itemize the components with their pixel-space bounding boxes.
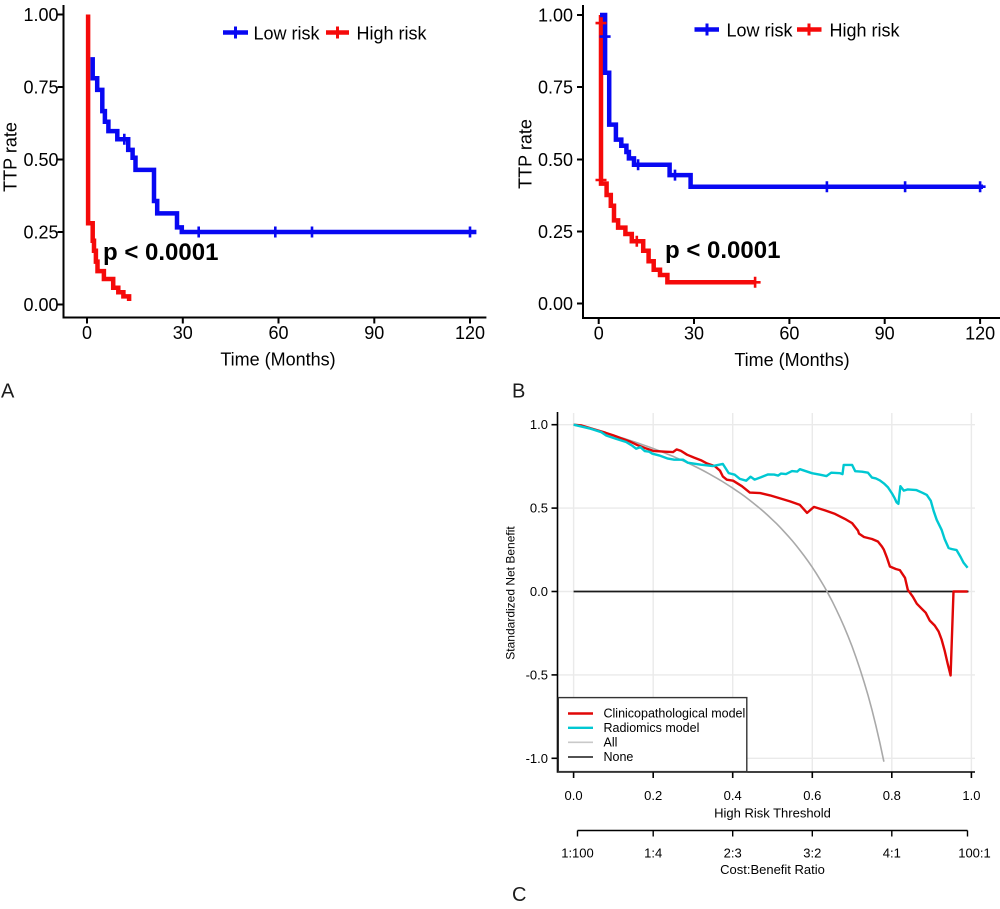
svg-text:120: 120: [455, 323, 485, 343]
svg-text:0.2: 0.2: [644, 788, 662, 803]
svg-text:3:2: 3:2: [803, 846, 821, 861]
svg-text:p < 0.0001: p < 0.0001: [665, 237, 780, 264]
svg-text:Standardized Net Benefit: Standardized Net Benefit: [504, 526, 518, 660]
svg-text:1:4: 1:4: [644, 846, 662, 861]
svg-text:30: 30: [173, 323, 193, 343]
svg-text:0.4: 0.4: [724, 788, 742, 803]
svg-text:A: A: [1, 381, 15, 403]
svg-text:0.5: 0.5: [530, 501, 548, 516]
svg-text:30: 30: [684, 324, 704, 344]
svg-text:100:1: 100:1: [958, 846, 991, 861]
svg-text:-0.5: -0.5: [526, 667, 548, 682]
svg-text:Time (Months): Time (Months): [734, 350, 849, 370]
svg-text:-1.0: -1.0: [526, 751, 548, 766]
svg-text:1.0: 1.0: [962, 788, 980, 803]
svg-text:TTP rate: TTP rate: [1, 122, 21, 192]
svg-text:0.00: 0.00: [538, 294, 573, 314]
svg-text:C: C: [512, 884, 526, 904]
svg-text:0.75: 0.75: [538, 78, 573, 98]
svg-text:0.25: 0.25: [538, 222, 573, 242]
svg-text:Low risk: Low risk: [727, 21, 794, 41]
svg-text:None: None: [604, 750, 634, 764]
svg-text:0.50: 0.50: [23, 150, 58, 170]
svg-text:0.0: 0.0: [530, 584, 548, 599]
svg-text:Clinicopathological model: Clinicopathological model: [604, 707, 746, 721]
svg-text:0: 0: [82, 323, 92, 343]
svg-text:p < 0.0001: p < 0.0001: [103, 239, 218, 266]
svg-text:1.00: 1.00: [538, 6, 573, 26]
svg-text:All: All: [604, 736, 618, 750]
svg-text:0.6: 0.6: [803, 788, 821, 803]
svg-text:1.00: 1.00: [23, 5, 58, 25]
svg-text:2:3: 2:3: [724, 846, 742, 861]
svg-text:Low risk: Low risk: [254, 24, 321, 44]
svg-text:0.00: 0.00: [23, 295, 58, 315]
svg-text:Radiomics model: Radiomics model: [604, 721, 700, 735]
svg-text:90: 90: [364, 323, 384, 343]
svg-text:60: 60: [268, 323, 288, 343]
svg-text:1:100: 1:100: [561, 846, 594, 861]
svg-text:Time (Months): Time (Months): [220, 350, 335, 370]
svg-text:0.25: 0.25: [23, 223, 58, 243]
svg-text:60: 60: [779, 324, 799, 344]
svg-text:0: 0: [594, 324, 604, 344]
svg-text:4:1: 4:1: [883, 846, 901, 861]
svg-text:0.0: 0.0: [565, 788, 583, 803]
svg-text:Cost:Benefit Ratio: Cost:Benefit Ratio: [720, 862, 825, 877]
svg-text:TTP rate: TTP rate: [516, 119, 536, 189]
svg-text:High risk: High risk: [830, 21, 901, 41]
svg-text:0.75: 0.75: [23, 78, 58, 98]
svg-text:0.8: 0.8: [883, 788, 901, 803]
svg-text:120: 120: [965, 324, 995, 344]
svg-text:1.0: 1.0: [530, 417, 548, 432]
svg-text:B: B: [512, 381, 525, 403]
svg-text:High Risk Threshold: High Risk Threshold: [714, 806, 831, 821]
svg-text:High risk: High risk: [357, 24, 428, 44]
svg-text:0.50: 0.50: [538, 150, 573, 170]
svg-text:90: 90: [875, 324, 895, 344]
